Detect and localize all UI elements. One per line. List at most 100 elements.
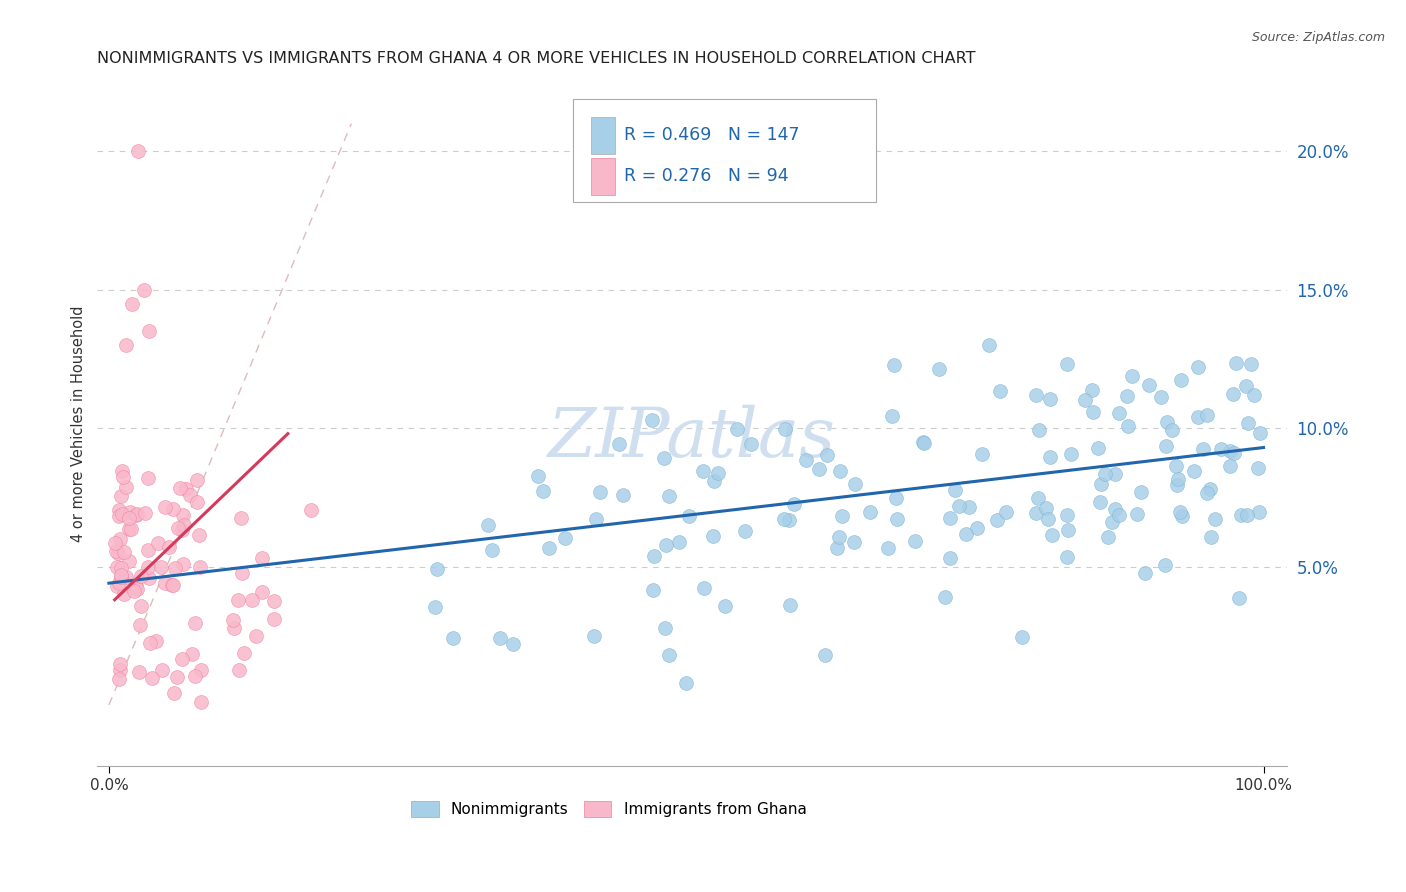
Point — [263, 612, 285, 626]
Point — [139, 636, 162, 650]
Point — [1209, 442, 1232, 456]
Point — [1225, 356, 1247, 370]
Point — [844, 477, 866, 491]
Point — [148, 535, 170, 549]
Point — [1137, 378, 1160, 392]
FancyBboxPatch shape — [591, 117, 614, 154]
Point — [1168, 505, 1191, 519]
Point — [169, 481, 191, 495]
Point — [1161, 423, 1184, 437]
Point — [1182, 464, 1205, 478]
Point — [692, 581, 714, 595]
Point — [250, 584, 273, 599]
Point — [1118, 419, 1140, 434]
Point — [1129, 485, 1152, 500]
Point — [226, 592, 249, 607]
Point — [186, 473, 208, 487]
Point — [939, 511, 962, 525]
Point — [118, 511, 141, 525]
Point — [108, 673, 131, 687]
Point — [1150, 390, 1173, 404]
Point — [122, 584, 145, 599]
Point — [612, 488, 634, 502]
Point — [1135, 566, 1157, 580]
Point — [554, 531, 576, 545]
Point — [706, 466, 728, 480]
Point — [108, 509, 131, 524]
Point — [527, 469, 550, 483]
Point — [1025, 506, 1047, 520]
Point — [110, 664, 132, 678]
Point — [1170, 373, 1192, 387]
Point — [1191, 442, 1213, 457]
Point — [703, 474, 725, 488]
Point — [904, 534, 927, 549]
FancyBboxPatch shape — [574, 99, 876, 202]
Text: R = 0.469   N = 147: R = 0.469 N = 147 — [624, 127, 800, 145]
Point — [118, 554, 141, 568]
Point — [692, 464, 714, 478]
Point — [1222, 387, 1244, 401]
Point — [108, 575, 131, 590]
Point — [299, 503, 322, 517]
Point — [945, 483, 967, 498]
Point — [640, 413, 662, 427]
Point — [657, 489, 679, 503]
Point — [831, 508, 853, 523]
Point — [179, 487, 201, 501]
Point — [970, 447, 993, 461]
Text: R = 0.276   N = 94: R = 0.276 N = 94 — [624, 168, 789, 186]
Point — [1201, 530, 1223, 544]
Point — [658, 648, 681, 662]
Point — [877, 541, 900, 555]
Y-axis label: 4 or more Vehicles in Household: 4 or more Vehicles in Household — [72, 306, 86, 542]
Point — [740, 437, 762, 451]
Point — [814, 648, 837, 662]
Point — [124, 508, 146, 523]
Point — [955, 526, 977, 541]
Point — [912, 436, 935, 450]
Point — [714, 599, 737, 613]
Point — [977, 338, 1000, 352]
Point — [884, 491, 907, 505]
Point — [1056, 357, 1078, 371]
Point — [155, 500, 177, 515]
Point — [1104, 502, 1126, 516]
Point — [585, 512, 607, 526]
Point — [1230, 508, 1253, 522]
Point — [1087, 441, 1109, 455]
Point — [986, 513, 1008, 527]
Point — [127, 145, 149, 159]
Point — [125, 508, 148, 522]
Point — [582, 629, 605, 643]
Point — [1035, 500, 1057, 515]
Text: Source: ZipAtlas.com: Source: ZipAtlas.com — [1251, 31, 1385, 45]
Point — [1039, 450, 1062, 465]
Point — [1156, 439, 1178, 453]
Point — [245, 629, 267, 643]
Point — [488, 631, 510, 645]
Point — [1249, 426, 1271, 441]
Point — [426, 562, 449, 576]
Point — [928, 361, 950, 376]
Point — [115, 479, 138, 493]
Point — [477, 518, 499, 533]
Point — [166, 521, 188, 535]
Point — [481, 543, 503, 558]
Point — [162, 578, 184, 592]
Point — [190, 560, 212, 574]
Point — [110, 533, 132, 547]
Point — [807, 462, 830, 476]
Point — [1073, 392, 1095, 407]
Point — [1011, 630, 1033, 644]
Point — [104, 543, 127, 558]
Point — [1249, 505, 1271, 519]
Point — [1101, 515, 1123, 529]
Point — [132, 283, 155, 297]
Point — [825, 541, 848, 555]
FancyBboxPatch shape — [591, 158, 614, 195]
Point — [502, 637, 524, 651]
Point — [1243, 388, 1265, 402]
Point — [880, 409, 903, 424]
Point — [678, 509, 700, 524]
